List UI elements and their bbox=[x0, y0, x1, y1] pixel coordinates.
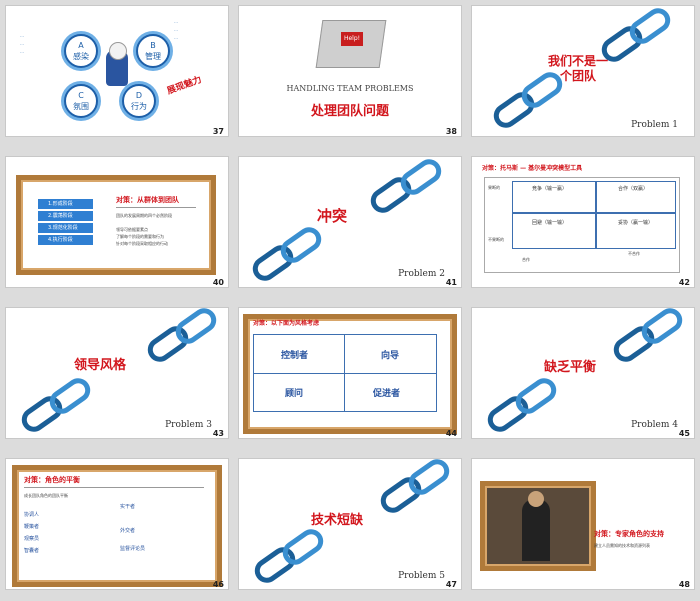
cell-collaborating bbox=[596, 181, 676, 213]
y-label: 果断的 bbox=[488, 185, 500, 190]
slide-title: 处理团队问题 bbox=[310, 104, 389, 119]
circle-a: A 感染 bbox=[64, 34, 98, 68]
quad-label: 促进者 bbox=[373, 389, 401, 399]
slide-47[interactable]: 技术短缺 Problem 5 47 bbox=[239, 459, 461, 589]
note-2: 领导可依据要素点 bbox=[116, 227, 148, 232]
circle-b: B 管理 bbox=[136, 34, 170, 68]
slide-39[interactable]: 我们不是一个团队 Problem 1 39 bbox=[472, 6, 694, 136]
side-title: 展现魅力 bbox=[165, 75, 204, 97]
cell-label: 竞争（输一赢） bbox=[532, 186, 568, 192]
slide-title: 领导风格 bbox=[74, 358, 127, 373]
circle-d: D 行为 bbox=[122, 84, 156, 118]
quad-divider-h bbox=[253, 373, 437, 374]
role-right: 监督评论员 bbox=[120, 546, 146, 552]
note-3: 了解每个阶段的需要和行为 bbox=[116, 234, 164, 239]
notes-right: ……… bbox=[174, 19, 178, 40]
note-1: 团队的发展周期的四个必然阶段 bbox=[116, 213, 172, 218]
slide-40[interactable]: 1.形成阶段 2.震荡阶段 3.规范化阶段 4.执行阶段 对策：从群体到团队 团… bbox=[6, 157, 228, 287]
slide-38[interactable]: Help! HANDLING TEAM PROBLEMS 处理团队问题 38 bbox=[239, 6, 461, 136]
note-4: 针对每个阶段采取相应的行动 bbox=[116, 241, 168, 246]
problem-label: Problem 2 bbox=[398, 269, 445, 279]
slide-number: 38 bbox=[445, 127, 457, 136]
quad-label: 向导 bbox=[381, 351, 400, 361]
mascot-figure bbox=[106, 50, 128, 86]
role-left: 观察员 bbox=[24, 536, 40, 542]
slide-45[interactable]: 缺乏平衡 Problem 4 45 bbox=[472, 308, 694, 438]
problem-label: Problem 3 bbox=[165, 420, 212, 430]
problem-label: Problem 1 bbox=[631, 120, 678, 130]
subtitle: HANDLING TEAM PROBLEMS bbox=[286, 84, 414, 93]
slide-46[interactable]: 对策：角色的平衡 成长团队角色的团队平衡 协调人 鞭策者 观察员 智囊者 实干者… bbox=[6, 459, 228, 589]
slide-44[interactable]: 对策：以下面为风格考虑 控制者 向导 顾问 促进者 44 bbox=[239, 308, 461, 438]
slide-number: 42 bbox=[678, 278, 690, 287]
slide-37[interactable]: A 感染 B 管理 C 氛围 D 行为 展现魅力 ……… ……… 37 bbox=[6, 6, 228, 136]
intro-text: 成长团队角色的团队平衡 bbox=[24, 493, 68, 498]
help-key: Help! bbox=[341, 32, 363, 46]
role-right: 外交者 bbox=[120, 528, 136, 534]
slide-number: 43 bbox=[212, 429, 224, 438]
x-label: 不合作 bbox=[628, 251, 640, 256]
divider bbox=[24, 487, 204, 488]
step-1: 1.形成阶段 bbox=[38, 199, 93, 209]
mascot-head bbox=[109, 42, 127, 60]
role-left: 鞭策者 bbox=[24, 524, 40, 530]
photo-head bbox=[528, 491, 544, 507]
slide-title: 对策：托马斯 — 基尔曼冲突模型工具 bbox=[482, 165, 583, 172]
slide-title: 对策：从群体到团队 bbox=[116, 196, 179, 204]
slide-number: 46 bbox=[212, 580, 224, 589]
photo-person bbox=[522, 499, 550, 561]
slide-title: 缺乏平衡 bbox=[544, 360, 597, 375]
slide-number: 37 bbox=[212, 127, 224, 136]
slide-42[interactable]: 对策：托马斯 — 基尔曼冲突模型工具 竞争（输一赢） 合作（双赢） 回避（输一输… bbox=[472, 157, 694, 287]
cell-competing bbox=[512, 181, 596, 213]
slide-number: 40 bbox=[212, 278, 224, 287]
slide-48[interactable]: 对策：专家角色的支持 建立人员需知的技术和资源列表 48 bbox=[472, 459, 694, 589]
slide-number: 41 bbox=[445, 278, 457, 287]
quad-label: 控制者 bbox=[281, 351, 309, 361]
slide-title: 对策：专家角色的支持 bbox=[594, 530, 664, 538]
slide-title: 我们不是一个团队 bbox=[547, 54, 608, 83]
problem-label: Problem 4 bbox=[631, 420, 678, 430]
x-label: 合作 bbox=[522, 257, 530, 262]
slide-number: 45 bbox=[678, 429, 690, 438]
board bbox=[12, 465, 222, 587]
cell-label: 合作（双赢） bbox=[618, 186, 649, 192]
slide-title: 对策：角色的平衡 bbox=[24, 476, 80, 484]
slide-title: 技术短缺 bbox=[311, 513, 364, 528]
notes-left: ……… bbox=[20, 33, 24, 54]
divider bbox=[116, 207, 196, 208]
role-right: 实干者 bbox=[120, 504, 136, 510]
slide-43[interactable]: 领导风格 Problem 3 43 bbox=[6, 308, 228, 438]
y-label: 不果断的 bbox=[488, 237, 504, 242]
slide-number: 48 bbox=[678, 580, 690, 589]
quad-label: 顾问 bbox=[285, 389, 304, 399]
note-text: 建立人员需知的技术和资源列表 bbox=[594, 543, 650, 548]
step-2: 2.震荡阶段 bbox=[38, 211, 93, 221]
cell-avoiding bbox=[512, 213, 596, 249]
problem-label: Problem 5 bbox=[398, 571, 445, 581]
slide-title: 冲突 bbox=[317, 207, 348, 225]
step-3: 3.规范化阶段 bbox=[38, 223, 93, 233]
cell-label: 妥协（赢一输） bbox=[618, 220, 654, 226]
slide-number: 44 bbox=[445, 429, 457, 438]
slide-41[interactable]: 冲突 Problem 2 41 bbox=[239, 157, 461, 287]
cell-compromising bbox=[596, 213, 676, 249]
role-left: 协调人 bbox=[24, 512, 40, 518]
circle-c: C 氛围 bbox=[64, 84, 98, 118]
grid-outer bbox=[484, 177, 680, 273]
slide-title: 对策：以下面为风格考虑 bbox=[253, 320, 320, 327]
cell-label: 回避（输一输） bbox=[532, 220, 568, 226]
step-4: 4.执行阶段 bbox=[38, 235, 93, 245]
role-left: 智囊者 bbox=[24, 548, 40, 554]
slide-number: 47 bbox=[445, 580, 457, 589]
